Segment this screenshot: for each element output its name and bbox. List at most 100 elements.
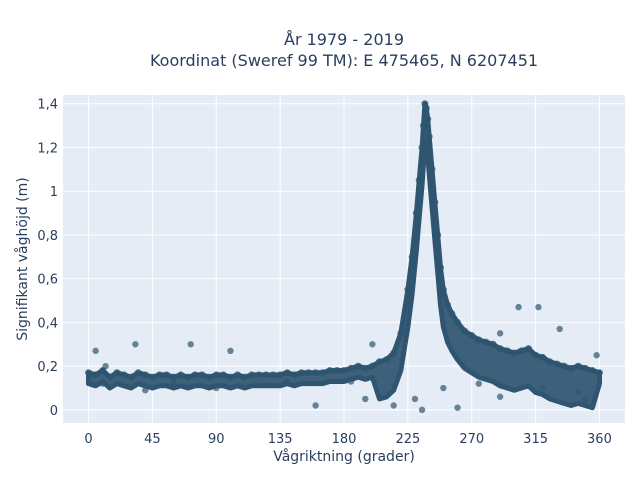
data-point	[297, 369, 305, 377]
data-point	[375, 358, 383, 366]
data-point-outlier	[574, 389, 582, 396]
x-tick-label: 135	[268, 432, 293, 447]
data-point-outlier	[539, 384, 546, 392]
x-tick-label: 270	[459, 432, 484, 447]
y-tick-label: 0,4	[37, 316, 58, 331]
data-point	[226, 373, 234, 381]
data-point	[134, 369, 142, 377]
y-tick-label: 1,2	[37, 141, 58, 156]
data-point-outlier	[593, 352, 600, 359]
data-point	[106, 373, 114, 381]
data-point	[347, 364, 355, 372]
data-point	[431, 198, 439, 206]
data-point	[434, 231, 442, 239]
x-tick-label: 90	[208, 432, 225, 447]
data-point	[191, 371, 199, 379]
data-point	[468, 332, 476, 340]
data-point	[312, 369, 320, 377]
data-point	[574, 362, 582, 370]
y-axis-title: Signifikant våghöjd (m)	[14, 177, 31, 340]
data-point	[560, 362, 568, 370]
data-point	[333, 367, 341, 375]
data-point-outlier	[92, 347, 99, 355]
data-point	[418, 143, 426, 151]
data-point-outlier	[170, 380, 177, 387]
data-point	[581, 364, 589, 372]
data-point	[424, 115, 432, 123]
y-tick-label: 0	[50, 404, 58, 419]
x-tick-label: 360	[587, 432, 612, 447]
data-point	[361, 364, 369, 372]
x-axis-title: Vågriktning (grader)	[273, 448, 415, 465]
data-point	[248, 371, 256, 379]
data-point	[219, 371, 227, 379]
data-point	[503, 347, 511, 355]
data-point	[408, 253, 416, 261]
data-point	[461, 327, 469, 335]
data-point-outlier	[496, 393, 504, 400]
data-point	[163, 371, 171, 379]
data-point-outlier	[99, 380, 106, 387]
data-point	[489, 340, 497, 348]
data-point	[383, 356, 391, 364]
data-point	[283, 369, 291, 377]
data-points	[85, 100, 603, 414]
x-tick-label: 180	[332, 432, 357, 447]
data-point	[532, 351, 540, 359]
x-tick-label: 315	[523, 432, 548, 447]
x-tick-label: 225	[395, 432, 420, 447]
data-point	[354, 362, 362, 370]
data-point	[113, 369, 121, 377]
data-point	[390, 349, 398, 357]
data-point	[482, 338, 490, 346]
data-point	[397, 329, 405, 337]
data-point	[170, 373, 178, 381]
data-point-outlier	[390, 402, 397, 409]
data-point-outlier	[475, 380, 483, 387]
data-point-outlier	[582, 395, 589, 403]
data-point	[255, 371, 263, 379]
y-tick-label: 0,2	[37, 360, 58, 375]
data-point	[241, 373, 249, 381]
data-point	[340, 367, 348, 375]
data-point	[567, 364, 575, 372]
data-point	[319, 369, 327, 377]
data-point	[120, 371, 128, 379]
data-point-outlier	[132, 341, 139, 348]
data-point-outlier	[142, 387, 149, 394]
data-point	[437, 264, 445, 272]
data-point	[539, 353, 547, 361]
data-point	[475, 336, 483, 344]
data-point	[198, 371, 206, 379]
data-point	[439, 286, 447, 294]
data-point	[205, 373, 213, 381]
x-tick-label: 0	[84, 432, 92, 447]
data-point	[546, 358, 554, 366]
data-point	[425, 133, 433, 141]
data-point	[595, 369, 603, 377]
data-point	[422, 104, 430, 112]
data-point	[92, 371, 100, 379]
data-point	[444, 301, 452, 309]
data-point	[428, 165, 436, 173]
data-point	[326, 367, 334, 375]
data-point-outlier	[284, 378, 291, 385]
data-point-outlier	[369, 341, 376, 348]
data-point	[269, 371, 277, 379]
x-tick-label: 45	[144, 432, 161, 447]
data-point	[415, 176, 423, 184]
data-point-outlier	[496, 330, 504, 337]
data-point	[404, 286, 412, 294]
data-point-outlier	[411, 395, 419, 403]
data-point	[588, 367, 596, 375]
data-point	[141, 371, 149, 379]
data-point	[262, 371, 270, 379]
data-point	[496, 345, 504, 353]
data-point-outlier	[454, 404, 461, 411]
chart-title-line2: Koordinat (Sweref 99 TM): E 475465, N 62…	[150, 51, 538, 70]
y-tick-label: 1	[50, 185, 58, 200]
data-point-outlier	[187, 341, 194, 348]
data-point	[419, 122, 427, 130]
data-point-outlier	[227, 347, 234, 355]
data-point	[448, 310, 456, 318]
